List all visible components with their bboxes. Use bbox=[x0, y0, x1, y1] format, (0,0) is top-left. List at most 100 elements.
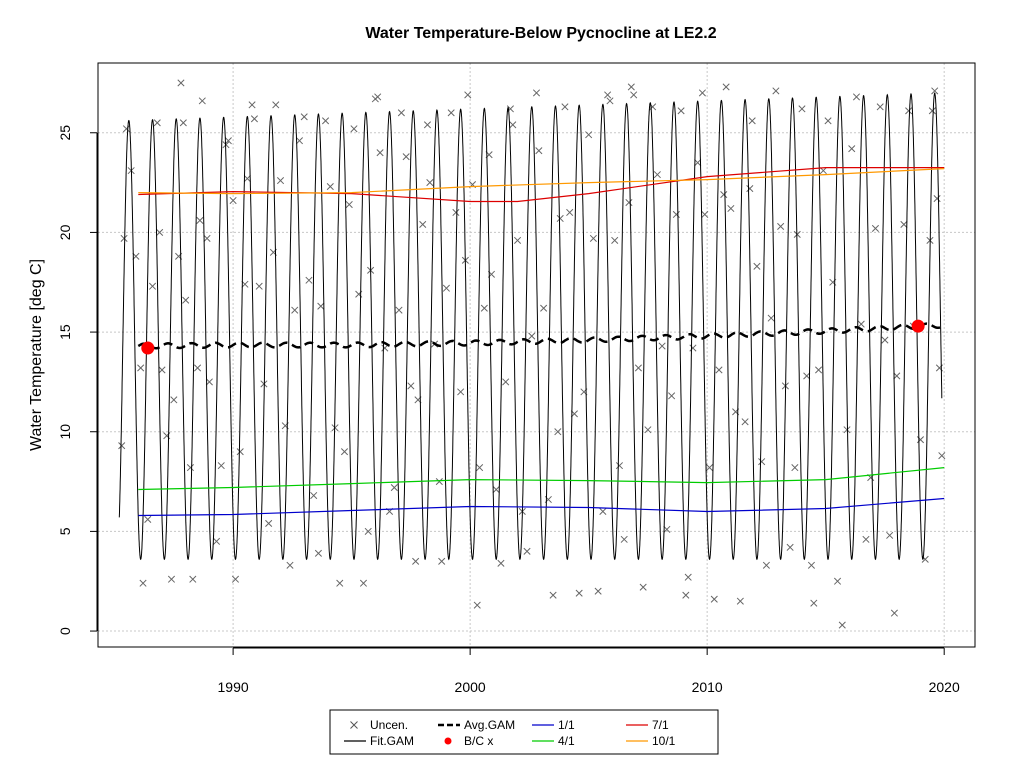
data-point-uncensored bbox=[630, 91, 638, 99]
data-point-uncensored bbox=[250, 115, 258, 123]
data-point-uncensored bbox=[871, 224, 880, 232]
data-point-uncensored bbox=[402, 153, 410, 161]
data-point-uncensored bbox=[528, 332, 536, 340]
data-point-uncensored bbox=[611, 236, 619, 244]
data-point-uncensored bbox=[876, 103, 884, 111]
series-line-10-1 bbox=[138, 168, 945, 195]
data-point-uncensored bbox=[890, 609, 898, 617]
data-point-uncensored bbox=[620, 535, 628, 543]
y-tick-label: 5 bbox=[57, 527, 73, 535]
data-point-uncensored bbox=[833, 577, 842, 585]
data-point-uncensored bbox=[326, 183, 334, 191]
data-point-uncensored bbox=[705, 464, 714, 472]
data-point-uncensored bbox=[118, 442, 126, 450]
data-point-uncensored bbox=[473, 601, 481, 609]
legend-label: Uncen. bbox=[370, 718, 408, 732]
data-point-uncensored bbox=[182, 296, 190, 304]
data-point-uncensored bbox=[540, 304, 548, 312]
data-point-uncensored bbox=[931, 87, 939, 95]
data-point-uncensored bbox=[272, 101, 280, 109]
data-point-uncensored bbox=[407, 382, 415, 390]
data-point-uncensored bbox=[300, 113, 308, 121]
data-point-uncensored bbox=[167, 575, 176, 583]
data-point-uncensored bbox=[791, 464, 799, 472]
data-point-uncensored bbox=[317, 302, 325, 310]
data-point-uncensored bbox=[644, 426, 652, 434]
data-point-uncensored bbox=[248, 101, 256, 109]
series-line-7-1 bbox=[138, 167, 945, 203]
data-point-uncensored bbox=[758, 458, 766, 466]
data-point-uncensored bbox=[374, 93, 382, 101]
data-point-uncensored bbox=[668, 392, 676, 400]
y-tick-label: 15 bbox=[57, 324, 73, 340]
y-tick-label: 25 bbox=[57, 125, 73, 141]
data-point-uncensored bbox=[336, 579, 344, 587]
legend-label: Avg.GAM bbox=[464, 718, 515, 732]
grid-lines bbox=[98, 63, 975, 647]
data-point-uncensored bbox=[523, 547, 531, 555]
data-point-uncensored bbox=[746, 185, 754, 193]
legend-label: 1/1 bbox=[558, 718, 575, 732]
data-point-uncensored bbox=[350, 125, 358, 133]
data-point-uncensored bbox=[137, 364, 145, 372]
data-point-uncensored bbox=[497, 559, 505, 567]
data-point-uncensored bbox=[442, 284, 450, 292]
data-point-uncensored bbox=[464, 91, 472, 99]
y-tick-label: 20 bbox=[57, 224, 73, 240]
data-point-uncensored bbox=[291, 306, 299, 314]
data-point-uncensored bbox=[575, 589, 583, 597]
data-point-uncensored bbox=[224, 137, 232, 145]
data-point-uncensored bbox=[390, 483, 398, 492]
data-point-uncensored bbox=[255, 282, 263, 290]
data-point-uncensored bbox=[345, 200, 353, 209]
data-point-uncensored bbox=[599, 507, 607, 516]
data-point-uncensored bbox=[762, 561, 770, 569]
data-point-uncensored bbox=[435, 478, 443, 486]
data-point-uncensored bbox=[476, 464, 484, 472]
data-point-uncensored bbox=[231, 575, 240, 583]
series-line-avg-gam bbox=[137, 322, 945, 350]
axes: 1990 2000 2010 2020 0 5 10 15 20 25 bbox=[57, 125, 960, 695]
data-point-uncensored bbox=[589, 234, 597, 242]
data-point-uncensored bbox=[677, 107, 685, 115]
data-point-uncensored bbox=[886, 531, 894, 539]
data-point-uncensored bbox=[217, 462, 225, 470]
data-point-uncensored bbox=[513, 236, 522, 244]
data-point-uncensored bbox=[179, 119, 187, 127]
series-line-1-1 bbox=[138, 497, 945, 517]
data-point-uncensored bbox=[120, 234, 128, 242]
data-point-uncensored bbox=[364, 527, 372, 535]
data-point-uncensored bbox=[928, 107, 936, 115]
data-point-uncensored bbox=[672, 210, 680, 219]
data-point-uncensored bbox=[900, 220, 908, 229]
data-point-uncensored bbox=[585, 131, 593, 139]
data-point-uncensored bbox=[634, 364, 642, 372]
data-point-uncensored bbox=[727, 204, 735, 213]
data-point-uncensored bbox=[615, 462, 624, 470]
data-point-uncensored bbox=[144, 515, 152, 523]
data-point-uncensored bbox=[452, 208, 460, 217]
legend-symbol-x bbox=[350, 721, 358, 729]
data-point-uncensored bbox=[843, 426, 851, 434]
data-point-uncensored bbox=[736, 597, 744, 605]
data-point-uncensored bbox=[535, 147, 543, 155]
data-point-uncensored bbox=[663, 525, 671, 533]
chart-title: Water Temperature-Below Pycnocline at LE… bbox=[365, 25, 716, 42]
data-point-uncensored bbox=[824, 117, 832, 125]
data-point-uncensored bbox=[395, 306, 403, 314]
data-point-uncensored bbox=[447, 109, 455, 117]
data-point-uncensored bbox=[381, 344, 389, 352]
legend-label: B/C x bbox=[464, 734, 493, 748]
data-point-uncensored bbox=[741, 418, 749, 426]
y-tick-label: 0 bbox=[57, 627, 73, 635]
data-point-uncensored bbox=[276, 177, 285, 185]
data-point-uncensored bbox=[314, 549, 322, 557]
data-point-uncensored bbox=[189, 575, 197, 583]
data-point-uncensored bbox=[198, 97, 206, 105]
data-point-uncensored bbox=[798, 105, 806, 113]
data-point-uncensored bbox=[457, 388, 465, 396]
data-point-uncensored bbox=[684, 573, 692, 581]
y-tick-label: 10 bbox=[57, 424, 73, 440]
